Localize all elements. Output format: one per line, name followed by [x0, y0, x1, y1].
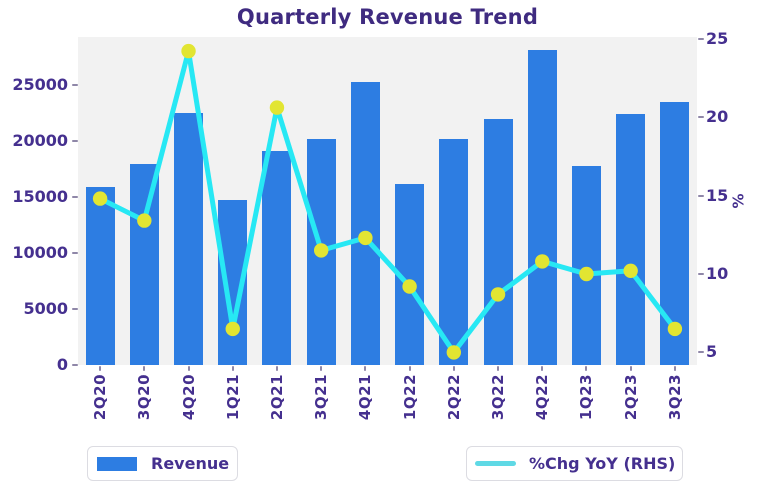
right-tick-mark: [698, 37, 704, 40]
x-tick-label-4Q20: 4Q20: [179, 374, 198, 421]
left-tick-mark: [72, 252, 78, 255]
plot-area: [78, 37, 697, 365]
left-tick-mark: [72, 308, 78, 311]
yoy-line-swatch: [475, 461, 516, 466]
x-tick-mark: [187, 366, 190, 371]
x-tick-mark: [320, 366, 323, 371]
x-tick-label-2Q21: 2Q21: [267, 374, 286, 421]
right-tick-mark: [698, 272, 704, 275]
x-tick-label-3Q21: 3Q21: [312, 374, 331, 421]
right-tick-mark: [698, 351, 704, 354]
yoy-marker-4Q20: [181, 43, 196, 59]
bar-2Q20: [85, 187, 115, 365]
chart-title: Quarterly Revenue Trend: [236, 5, 539, 29]
x-tick-mark: [541, 366, 544, 371]
left-tick-mark: [72, 364, 78, 366]
x-tick-label-1Q23: 1Q23: [577, 374, 596, 421]
x-tick-mark: [585, 366, 588, 371]
yoy-marker-3Q22: [490, 287, 506, 302]
x-tick-label-2Q23: 2Q23: [621, 374, 640, 421]
bar-1Q23: [571, 165, 601, 365]
right-tick-label-20: 20: [706, 107, 729, 127]
yoy-marker-3Q21: [313, 243, 329, 258]
bar-2Q22: [439, 138, 469, 365]
yoy-marker-4Q22: [535, 254, 550, 269]
revenue-bar-swatch: [97, 456, 137, 471]
revenue-legend-label: Revenue: [151, 454, 230, 473]
x-tick-label-4Q21: 4Q21: [356, 374, 375, 421]
x-tick-mark: [364, 366, 367, 371]
x-tick-label-2Q22: 2Q22: [444, 374, 463, 421]
left-tick-mark: [72, 196, 78, 199]
yoy-marker-2Q21: [269, 100, 285, 115]
x-tick-label-1Q22: 1Q22: [400, 374, 419, 421]
x-tick-mark: [408, 366, 411, 371]
yoy-marker-3Q20: [137, 213, 152, 228]
yoy-line: [97, 48, 678, 355]
left-tick-label-10000: 10000: [12, 243, 68, 263]
right-tick-label-25: 25: [706, 28, 729, 48]
x-tick-mark: [231, 366, 234, 371]
yoy-line-series: [92, 43, 683, 360]
left-tick-label-5000: 5000: [23, 299, 68, 319]
right-tick-label-10: 10: [706, 263, 729, 283]
x-tick-mark: [143, 366, 146, 371]
left-tick-label-20000: 20000: [12, 131, 68, 151]
bar-3Q23: [660, 101, 690, 365]
x-tick-mark: [99, 366, 102, 371]
left-tick-label-25000: 25000: [12, 75, 68, 95]
left-tick-mark: [72, 140, 78, 143]
right-tick-mark: [698, 194, 704, 197]
bar-4Q21: [350, 81, 380, 365]
right-tick-label-5: 5: [706, 342, 718, 362]
x-tick-label-3Q20: 3Q20: [135, 374, 154, 421]
x-tick-label-2Q20: 2Q20: [91, 374, 110, 421]
yoy-marker-1Q22: [402, 279, 417, 294]
x-tick-label-3Q23: 3Q23: [665, 374, 684, 421]
bar-3Q22: [483, 118, 513, 365]
legend-revenue: Revenue: [87, 446, 238, 481]
bar-2Q23: [616, 114, 646, 365]
x-tick-mark: [673, 366, 676, 371]
x-tick-label-3Q22: 3Q22: [489, 374, 508, 421]
yoy-marker-2Q23: [623, 263, 638, 278]
yoy-marker-1Q21: [225, 321, 240, 337]
left-tick-mark: [72, 84, 78, 87]
x-tick-mark: [497, 366, 500, 371]
right-tick-label-15: 15: [706, 185, 729, 205]
yoy-marker-2Q22: [446, 345, 462, 360]
bar-4Q20: [174, 113, 204, 365]
x-tick-label-4Q22: 4Q22: [533, 374, 552, 421]
bar-2Q21: [262, 151, 292, 365]
yoy-marker-2Q20: [92, 191, 108, 206]
left-tick-label-15000: 15000: [12, 187, 68, 207]
legend-yoy: %Chg YoY (RHS): [466, 446, 683, 481]
yoy-marker-4Q21: [358, 230, 373, 246]
bar-4Q22: [527, 50, 557, 365]
left-tick-label-0: 0: [56, 355, 68, 374]
right-axis-unit-label: %: [729, 193, 748, 209]
x-tick-mark: [452, 366, 455, 371]
x-tick-mark: [629, 366, 632, 371]
x-tick-mark: [275, 366, 278, 371]
bar-3Q20: [129, 163, 159, 365]
right-tick-mark: [698, 116, 704, 119]
yoy-marker-3Q23: [667, 321, 683, 337]
yoy-marker-1Q23: [579, 266, 594, 282]
x-tick-label-1Q21: 1Q21: [223, 374, 242, 421]
yoy-legend-label: %Chg YoY (RHS): [529, 454, 676, 473]
